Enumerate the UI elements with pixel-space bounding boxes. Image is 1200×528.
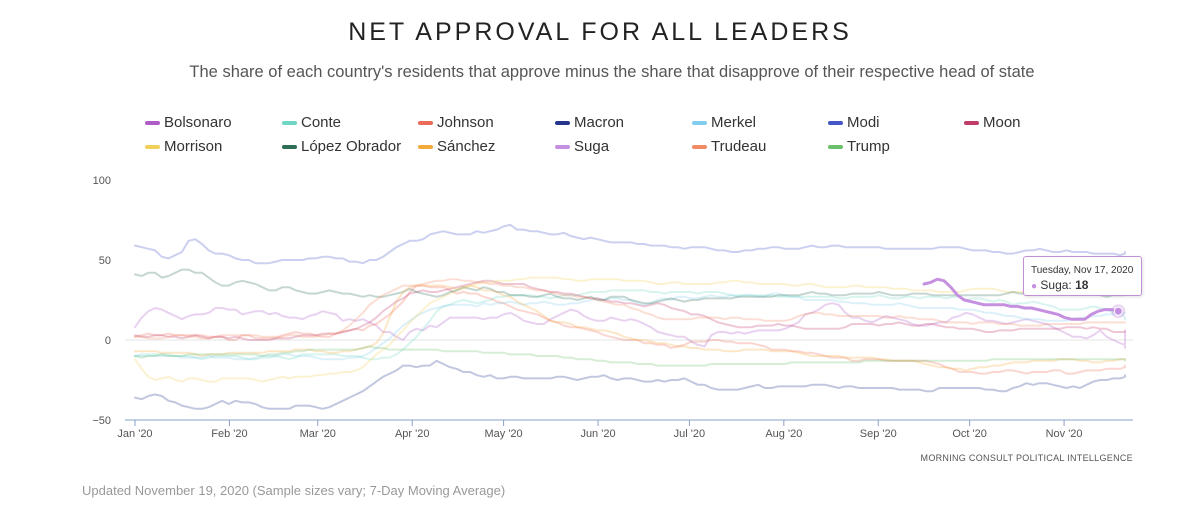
legend-label: Merkel [711, 114, 757, 131]
legend-item-moon[interactable]: Moon [964, 114, 1021, 131]
legend-item-merkel[interactable]: Merkel [692, 114, 756, 131]
legend-swatch [418, 144, 433, 149]
legend-item-l-pez-obrador[interactable]: López Obrador [282, 138, 401, 155]
legend-swatch [964, 120, 979, 125]
series-line-johnson[interactable] [134, 284, 1126, 375]
tooltip-value: 18 [1075, 278, 1089, 292]
legend-label: Suga [574, 138, 610, 155]
series-line-morrison[interactable] [134, 276, 1126, 383]
legend-label: Sánchez [437, 138, 496, 155]
footer-note: Updated November 19, 2020 (Sample sizes … [82, 483, 506, 498]
tooltip-series-name: Suga [1040, 278, 1069, 292]
series-line-trudeau[interactable] [134, 278, 1126, 340]
series-line-l-pez-obrador[interactable] [134, 268, 1126, 305]
y-tick-label: 0 [105, 335, 111, 347]
x-tick-label: Nov '20 [1046, 428, 1083, 440]
hover-point[interactable] [1113, 306, 1123, 316]
legend-swatch [692, 120, 707, 125]
legend-swatch [555, 144, 570, 149]
legend-label: Macron [574, 114, 625, 131]
x-tick-label: Jul '20 [674, 428, 705, 440]
tooltip-series-dot: ● [1031, 281, 1038, 292]
x-tick-label: Mar '20 [300, 428, 336, 440]
chart-credit: MORNING CONSULT POLITICAL INTELLGENCE [921, 453, 1133, 463]
x-tick-label: Feb '20 [211, 428, 247, 440]
legend-swatch [692, 144, 707, 149]
legend-item-bolsonaro[interactable]: Bolsonaro [145, 114, 232, 131]
chart-plot: 100 50 0 −50 Jan '20 Feb '20 Mar '20 Apr '20 May… [92, 175, 1133, 463]
x-tick-label: Oct '20 [952, 428, 987, 440]
series-line-suga[interactable] [922, 277, 1120, 321]
y-tick-label: 100 [93, 175, 111, 187]
x-tick-label: May '20 [484, 428, 522, 440]
legend-swatch [418, 120, 433, 125]
legend-label: López Obrador [301, 138, 402, 155]
legend-label: Johnson [437, 114, 494, 131]
series-line-trump[interactable] [134, 345, 1126, 367]
legend-item-trump[interactable]: Trump [828, 138, 890, 155]
x-tick-label: Jan '20 [117, 428, 152, 440]
legend-label: Modi [847, 114, 880, 131]
tooltip-date: Tuesday, Nov 17, 2020 [1031, 265, 1134, 276]
legend-swatch [282, 144, 297, 149]
x-tick-label: Jun '20 [580, 428, 615, 440]
legend-item-suga[interactable]: Suga [555, 138, 609, 155]
series-line-modi[interactable] [134, 223, 1126, 265]
legend-label: Conte [301, 114, 342, 131]
legend-item-johnson[interactable]: Johnson [418, 114, 494, 131]
legend-swatch [555, 120, 570, 125]
y-tick-label: −50 [92, 415, 111, 427]
series-line-macron[interactable] [134, 359, 1126, 410]
legend-label: Trump [847, 138, 890, 155]
legend-label: Bolsonaro [164, 114, 232, 131]
legend-swatch [282, 120, 297, 125]
chart-tooltip: Tuesday, Nov 17, 2020 ● Suga: 18 [1023, 256, 1142, 296]
series-line-moon[interactable] [134, 279, 1126, 341]
legend-item-conte[interactable]: Conte [282, 114, 341, 131]
series-line-merkel[interactable] [134, 292, 1126, 361]
x-tick-label: Sep '20 [860, 428, 897, 440]
legend-item-modi[interactable]: Modi [828, 114, 880, 131]
tooltip-value-row: ● Suga: 18 [1031, 278, 1089, 292]
legend-swatch [145, 120, 160, 125]
chart-subtitle: The share of each country's residents th… [189, 63, 1035, 81]
legend-label: Moon [983, 114, 1021, 131]
legend-label: Trudeau [711, 138, 767, 155]
chart-title: NET APPROVAL FOR ALL LEADERS [348, 18, 852, 46]
series-line-bolsonaro[interactable] [134, 302, 1126, 349]
y-tick-label: 50 [99, 255, 111, 267]
legend-swatch [828, 144, 843, 149]
legend-item-morrison[interactable]: Morrison [145, 138, 222, 155]
legend-swatch [828, 120, 843, 125]
legend-label: Morrison [164, 138, 223, 155]
legend-swatch [145, 144, 160, 149]
legend-item-trudeau[interactable]: Trudeau [692, 138, 766, 155]
legend-item-s-nchez[interactable]: Sánchez [418, 138, 495, 155]
legend-item-macron[interactable]: Macron [555, 114, 624, 131]
x-tick-label: Apr '20 [395, 428, 430, 440]
x-tick-label: Aug '20 [765, 428, 802, 440]
series-line-s-nchez[interactable] [134, 284, 1126, 372]
